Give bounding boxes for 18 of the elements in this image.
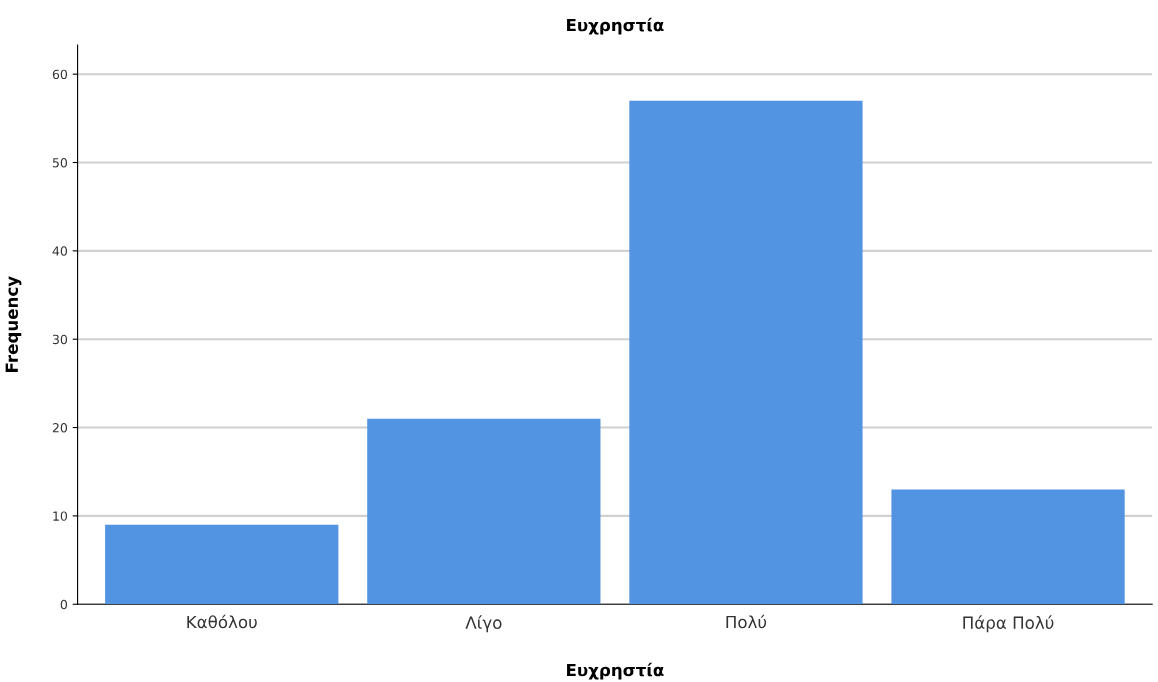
chart-title: Ευχρηστία: [567, 17, 664, 35]
x-tick-label: Πάρα Πολύ: [963, 615, 1054, 633]
x-axis-title: Ευχρηστία: [567, 662, 664, 680]
y-tick-label: 10: [53, 511, 68, 521]
bar: [891, 489, 1125, 605]
bar: [629, 100, 863, 605]
y-tick-label: 60: [52, 69, 68, 80]
x-tick-label: Λίγο: [465, 615, 502, 633]
y-tick-label: 0: [60, 599, 68, 610]
x-tick-label: Καθόλου: [187, 614, 257, 629]
x-tick-label: Πολύ: [726, 614, 767, 629]
y-tick-label: 50: [52, 157, 68, 168]
y-tick-label: 30: [52, 334, 68, 345]
bar: [367, 418, 601, 605]
y-tick-label: 20: [52, 423, 68, 433]
y-tick-label: 40: [52, 246, 68, 256]
y-axis-title: Frequency: [5, 276, 22, 372]
bar: [105, 524, 339, 605]
